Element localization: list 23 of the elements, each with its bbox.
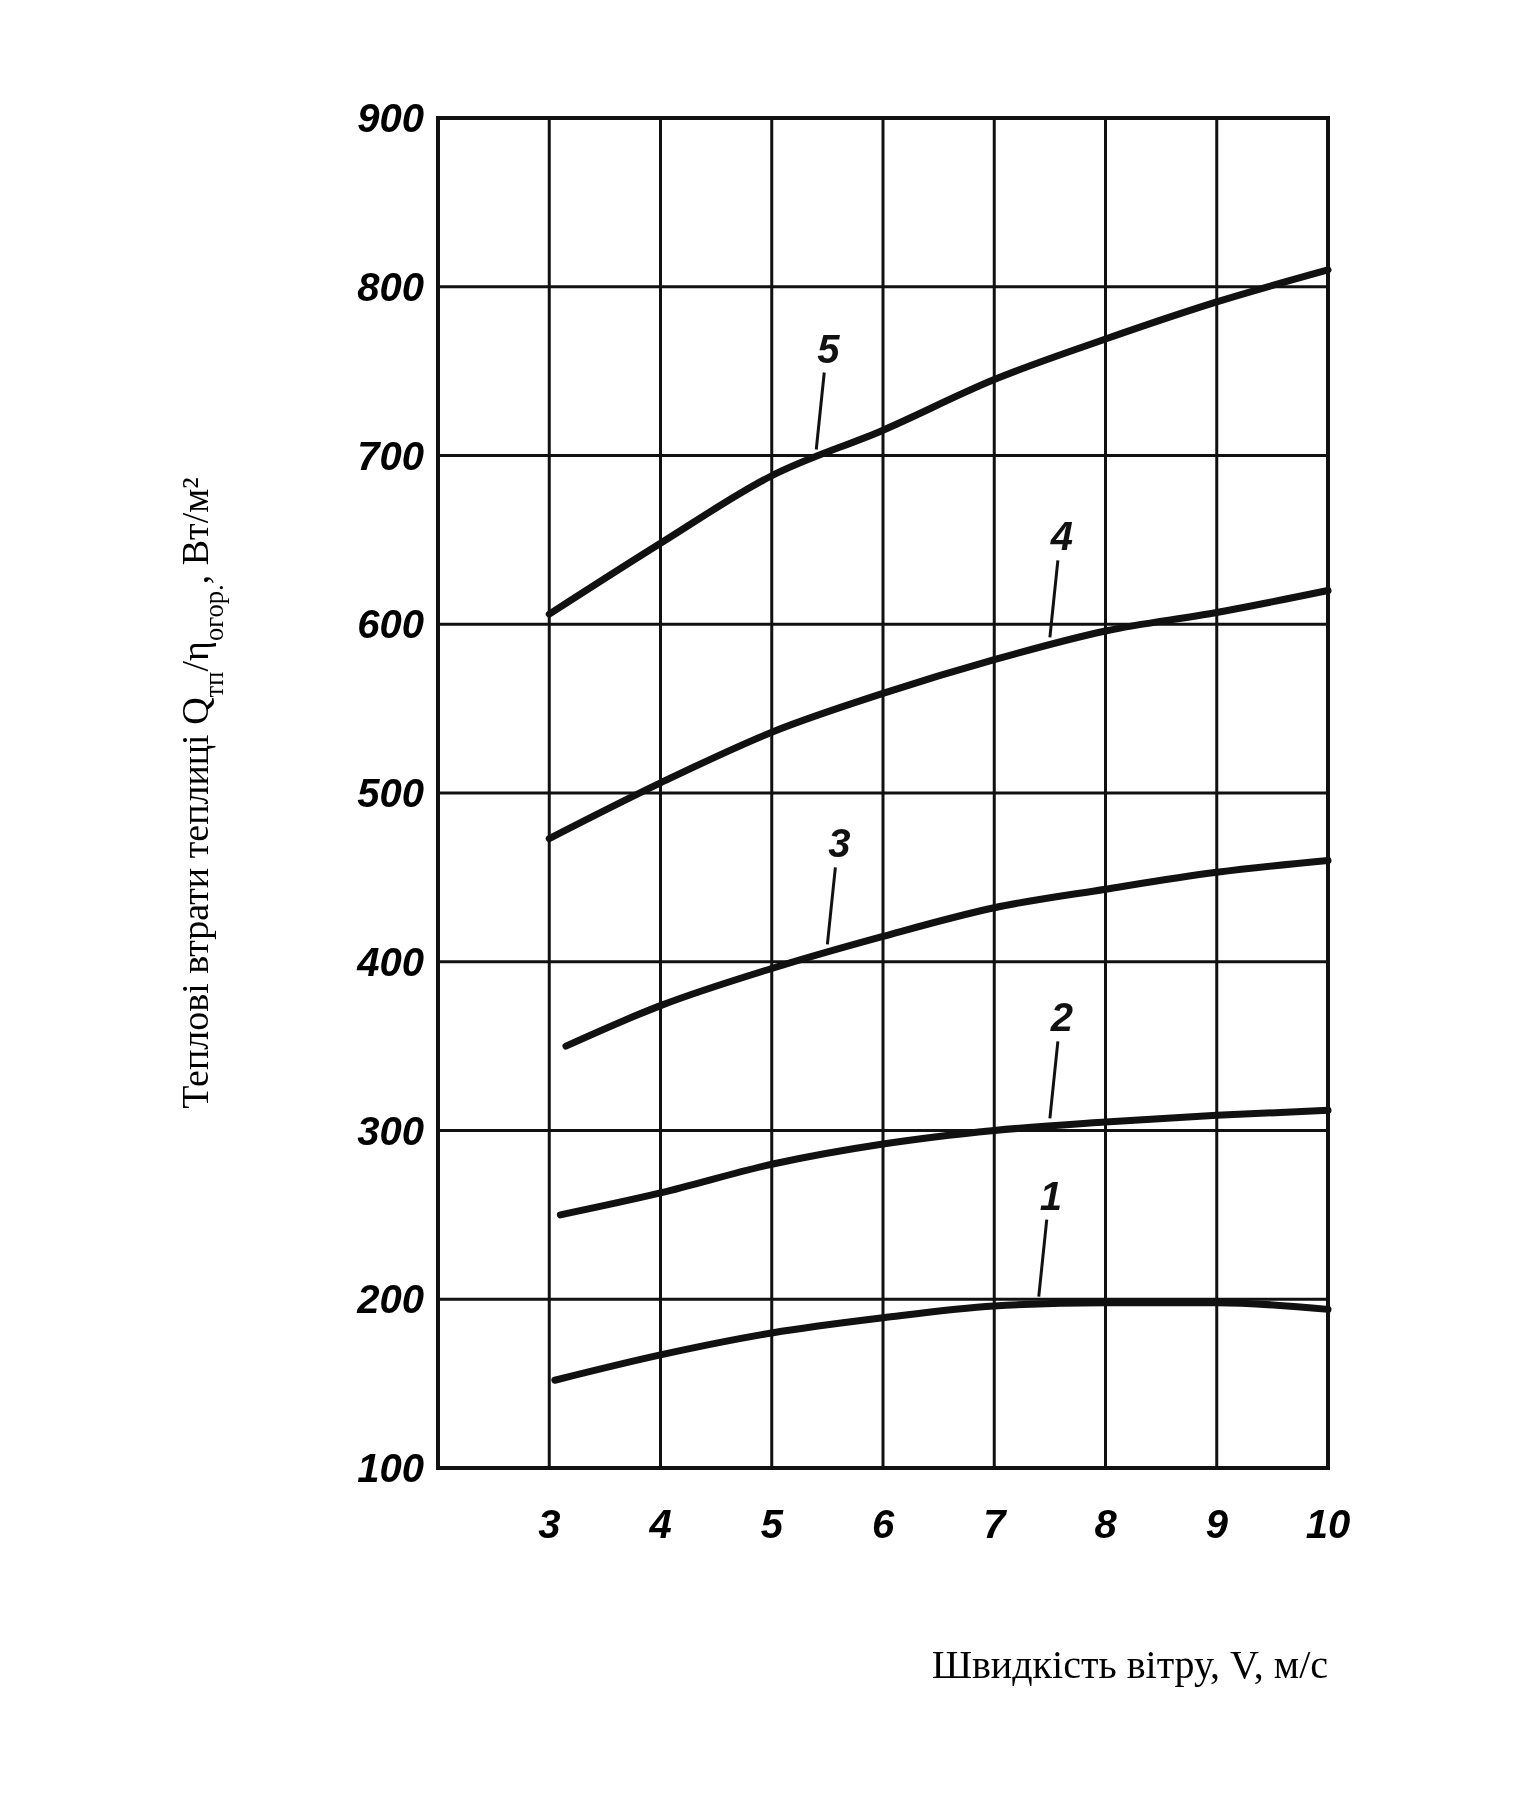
text: 2: [1049, 995, 1073, 1040]
y-tick-label: 300: [357, 1108, 424, 1153]
x-tick-label: 9: [1205, 1502, 1229, 1546]
y-tick-label: 200: [356, 1277, 424, 1322]
x-tick-label: 4: [648, 1502, 672, 1546]
y-tick-label: 100: [357, 1446, 424, 1490]
x-tick-label: 7: [983, 1502, 1008, 1546]
x-tick-label: 8: [1094, 1502, 1118, 1546]
text: 1: [1039, 1173, 1062, 1218]
y-tick-label: 900: [357, 96, 424, 140]
x-tick-label: 3: [538, 1502, 561, 1546]
y-tick-label: 400: [356, 939, 424, 984]
y-tick-label: 500: [357, 771, 424, 815]
x-tick-label: 6: [871, 1502, 895, 1546]
series-label: 3: [828, 821, 851, 866]
x-tick-label: 5: [760, 1502, 784, 1546]
y-tick-label: 600: [357, 602, 424, 647]
x-axis-title: Швидкість вітру, V, м/с: [931, 1642, 1328, 1687]
x-tick-label: 10: [1305, 1502, 1351, 1546]
series-label: 4: [1049, 514, 1073, 559]
series-label: 5: [817, 326, 841, 371]
y-tick-label: 700: [357, 433, 424, 478]
y-tick-label: 800: [357, 264, 424, 309]
